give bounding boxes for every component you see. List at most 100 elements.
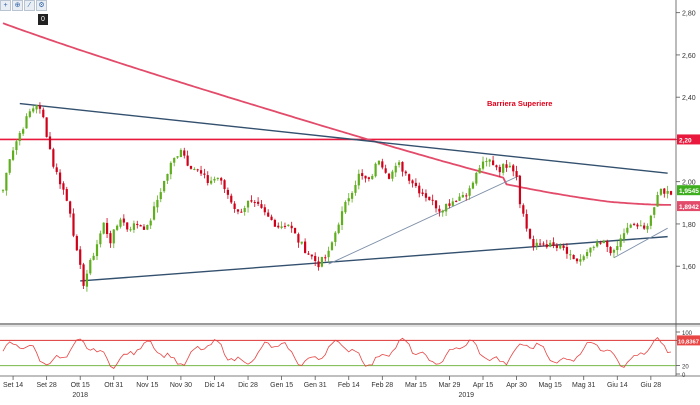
x-tick-label: Ott 31 (104, 382, 123, 389)
oscillator-line (2, 337, 672, 369)
candle-body (565, 247, 569, 254)
candle-body (95, 244, 99, 257)
cursor-icon[interactable]: + (0, 0, 11, 11)
osc-tick-label: 0 (682, 373, 686, 379)
candle-body (92, 255, 95, 260)
draw-icon[interactable]: ⁄ (24, 0, 35, 11)
candle-body (562, 245, 565, 248)
osc-tick-label: 20 (682, 365, 689, 371)
candle-body (602, 240, 605, 244)
candle-body (337, 224, 340, 233)
candle-body (441, 210, 444, 213)
candle-body (421, 192, 424, 195)
candle-body (411, 180, 414, 184)
candle-body (340, 211, 344, 226)
candle-body (629, 224, 632, 228)
candle-body (193, 168, 196, 170)
candle-body (428, 196, 431, 201)
crosshair-icon[interactable]: ⊕ (12, 0, 23, 11)
x-tick-label: Nov 30 (170, 382, 192, 389)
candle-body (552, 242, 555, 246)
barrier-price-badge-bg (677, 134, 700, 145)
candle-body (528, 229, 532, 239)
candle-body (25, 116, 28, 129)
candle-body (320, 256, 323, 267)
candle-body (569, 254, 572, 256)
candle-body (532, 239, 535, 247)
candle-body (122, 218, 125, 223)
candle-body (643, 225, 646, 229)
year-label: 2018 (72, 392, 88, 399)
candle-body (589, 247, 592, 253)
candle-body (119, 219, 122, 227)
candle-body (267, 212, 270, 217)
candle-body (438, 208, 441, 212)
candle-body (549, 242, 552, 247)
candle-body (542, 243, 545, 245)
candle-body (65, 189, 68, 201)
candle-body (572, 254, 575, 260)
candle-body (146, 225, 149, 230)
candle-body (367, 177, 370, 179)
candle-body (491, 160, 495, 166)
candle-body (663, 188, 666, 194)
candle-body (481, 161, 485, 169)
candle-body (512, 165, 515, 172)
candle-body (394, 165, 397, 173)
candle-body (398, 162, 401, 165)
candle-body (384, 168, 387, 173)
candle-body (243, 208, 246, 212)
candle-body (142, 226, 146, 230)
candle-body (22, 129, 25, 134)
candle-body (434, 200, 438, 209)
candle-body (287, 224, 290, 227)
candle-body (357, 173, 360, 186)
x-tick-label: Feb 28 (371, 382, 393, 389)
candle-body (126, 222, 129, 230)
candle-body (639, 225, 642, 227)
candle-body (72, 213, 75, 236)
candle-body (45, 117, 48, 137)
candle-body (136, 223, 139, 226)
candle-body (559, 245, 562, 249)
candle-body (317, 261, 320, 268)
settings-icon[interactable]: ⚙ (36, 0, 47, 11)
candle-body (381, 161, 384, 168)
candle-body (246, 200, 250, 208)
candle-body (471, 182, 475, 189)
candle-body (485, 161, 488, 163)
candle-body (612, 250, 616, 253)
candle-body (488, 159, 491, 162)
candle-body (15, 141, 18, 150)
x-tick-label: Giu 28 (641, 382, 662, 389)
trendline-channel-upper (328, 174, 521, 265)
candle-body (38, 105, 42, 109)
candle-body (307, 253, 310, 255)
candle-body (632, 223, 636, 225)
candle-body (213, 178, 216, 181)
barrier-price-badge: 2,20 (679, 137, 692, 144)
candle-body (129, 229, 132, 231)
x-tick-label: Gen 31 (304, 382, 327, 389)
x-tick-label: Giu 14 (607, 382, 628, 389)
candle-body (498, 166, 501, 173)
candle-body (109, 233, 112, 244)
candle-body (354, 184, 357, 193)
candle-body (344, 201, 347, 213)
x-tick-label: Nov 15 (136, 382, 158, 389)
candle-body (582, 256, 585, 261)
candle-body (371, 175, 374, 180)
candle-body (404, 171, 407, 174)
x-tick-label: Mar 29 (439, 382, 461, 389)
candle-body (5, 172, 8, 191)
osc-tick-label: 100 (682, 331, 693, 337)
candle-body (163, 180, 166, 192)
candle-body (461, 194, 464, 198)
candle-body (293, 227, 297, 234)
candle-body (283, 225, 287, 227)
candle-body (391, 171, 394, 179)
candle-body (579, 259, 582, 262)
candle-body (186, 155, 189, 166)
